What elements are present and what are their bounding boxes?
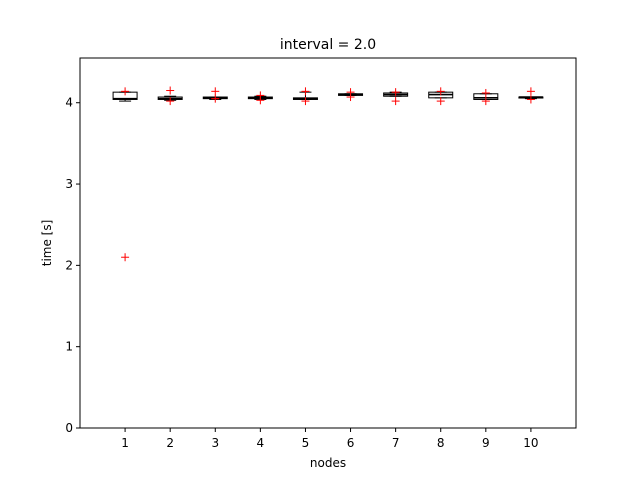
chart-title: interval = 2.0 xyxy=(280,37,376,53)
y-axis-title: time [s] xyxy=(40,220,54,267)
outlier-marker-0 xyxy=(166,86,175,95)
outlier-marker-1 xyxy=(436,97,445,106)
outlier-marker-0 xyxy=(301,87,310,96)
outlier-marker-1 xyxy=(346,93,355,102)
box-group-8 xyxy=(428,87,454,106)
box-group-6 xyxy=(338,88,364,102)
outlier-marker-0 xyxy=(526,87,535,96)
box-group-5 xyxy=(292,87,318,106)
x-tick-label-9: 10 xyxy=(523,436,538,450)
y-tick-label-4: 4 xyxy=(65,96,73,110)
outlier-marker-1 xyxy=(166,97,175,106)
box-group-1 xyxy=(112,87,138,262)
box-group-7 xyxy=(383,88,409,106)
x-tick-label-4: 5 xyxy=(302,436,310,450)
outlier-marker-0 xyxy=(121,87,130,96)
outlier-marker-1 xyxy=(526,95,535,104)
outlier-marker-1 xyxy=(121,253,130,262)
box-group-4 xyxy=(247,91,273,105)
outlier-marker-1 xyxy=(301,97,310,106)
y-tick-label-1: 1 xyxy=(65,340,73,354)
x-tick-label-2: 3 xyxy=(211,436,219,450)
x-tick-label-1: 2 xyxy=(166,436,174,450)
y-tick-label-0: 0 xyxy=(65,421,73,435)
ticks-layer: 0 1 2 3 4 1 2 3 4 5 6 7 8 9 10 xyxy=(65,96,538,450)
outlier-marker-0 xyxy=(436,87,445,96)
x-tick-label-7: 8 xyxy=(437,436,445,450)
box-group-2 xyxy=(157,86,183,106)
x-tick-label-8: 9 xyxy=(482,436,490,450)
x-axis-title: nodes xyxy=(310,456,346,470)
outlier-marker-1 xyxy=(211,94,220,103)
box-group-3 xyxy=(202,87,228,103)
y-tick-label-2: 2 xyxy=(65,258,73,272)
x-tick-label-3: 4 xyxy=(257,436,265,450)
x-tick-label-5: 6 xyxy=(347,436,355,450)
x-tick-label-6: 7 xyxy=(392,436,400,450)
outlier-marker-0 xyxy=(211,87,220,96)
plot-layer xyxy=(112,86,544,262)
x-tick-label-0: 1 xyxy=(121,436,129,450)
outlier-marker-1 xyxy=(391,97,400,106)
axes-frame xyxy=(79,57,577,429)
outlier-marker-0 xyxy=(391,88,400,97)
box-group-9 xyxy=(473,88,499,106)
box-group-10 xyxy=(518,87,544,104)
y-tick-label-3: 3 xyxy=(65,177,73,191)
outlier-marker-1 xyxy=(481,97,490,106)
outlier-marker-0 xyxy=(481,88,490,97)
outlier-marker-1 xyxy=(256,96,265,105)
